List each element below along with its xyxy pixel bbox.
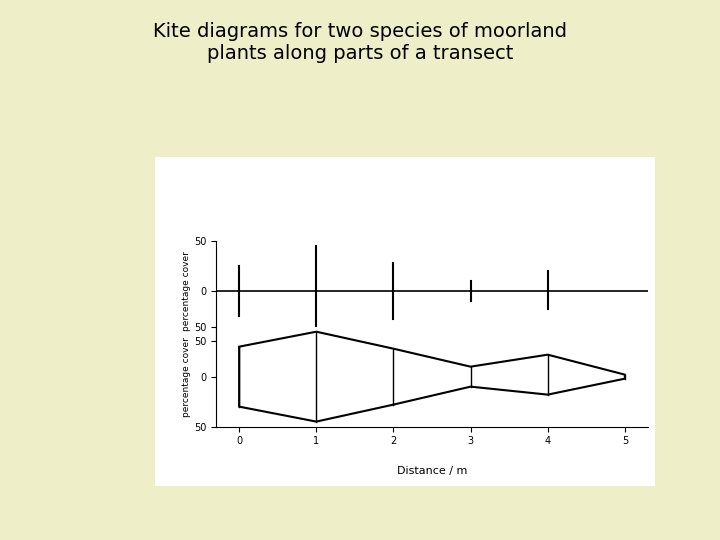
Polygon shape [239,332,625,422]
Bar [155,157,655,486]
Text: Distance / m: Distance / m [397,466,467,476]
Text: Kite diagrams for two species of moorland
plants along parts of a transect: Kite diagrams for two species of moorlan… [153,22,567,63]
Y-axis label: percentage cover: percentage cover [182,337,191,416]
Y-axis label: percentage cover: percentage cover [182,251,191,331]
